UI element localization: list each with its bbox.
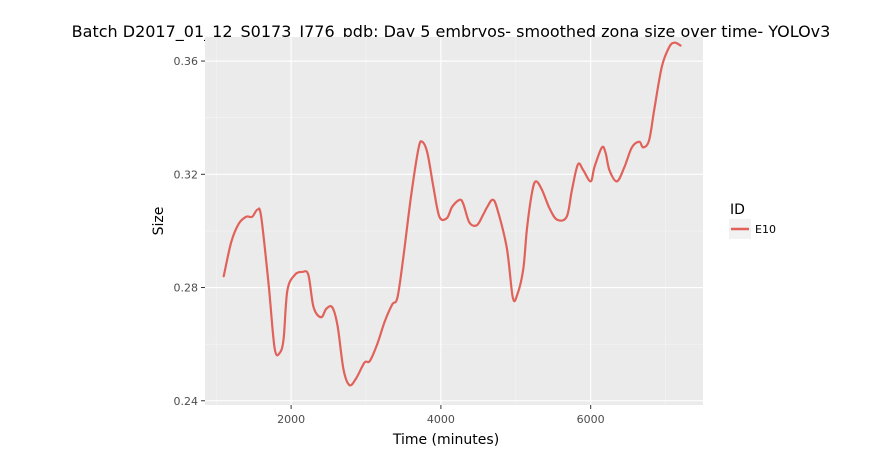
minor-gridlines: [205, 37, 703, 405]
plot-panel: [205, 37, 703, 405]
x-tick-label: 2000: [277, 413, 305, 426]
y-tick-label: 0.24: [174, 395, 199, 408]
y-tick-label: 0.28: [174, 282, 199, 295]
y-axis-title: Size: [151, 207, 167, 236]
series-line-e10: [222, 41, 682, 387]
x-axis: 2000 4000 6000: [277, 405, 605, 426]
x-axis-title: Time (minutes): [392, 432, 499, 448]
x-tick-label: 4000: [427, 413, 455, 426]
legend-title: ID: [730, 202, 745, 218]
y-tick-label: 0.32: [174, 168, 199, 181]
legend-label-e10: E10: [755, 223, 776, 236]
x-tick-label: 6000: [577, 413, 605, 426]
series-layer: [222, 41, 682, 387]
y-tick-label: 0.36: [174, 55, 199, 68]
y-axis: 0.24 0.28 0.32 0.36: [174, 55, 205, 408]
legend: ID E10: [729, 202, 776, 239]
